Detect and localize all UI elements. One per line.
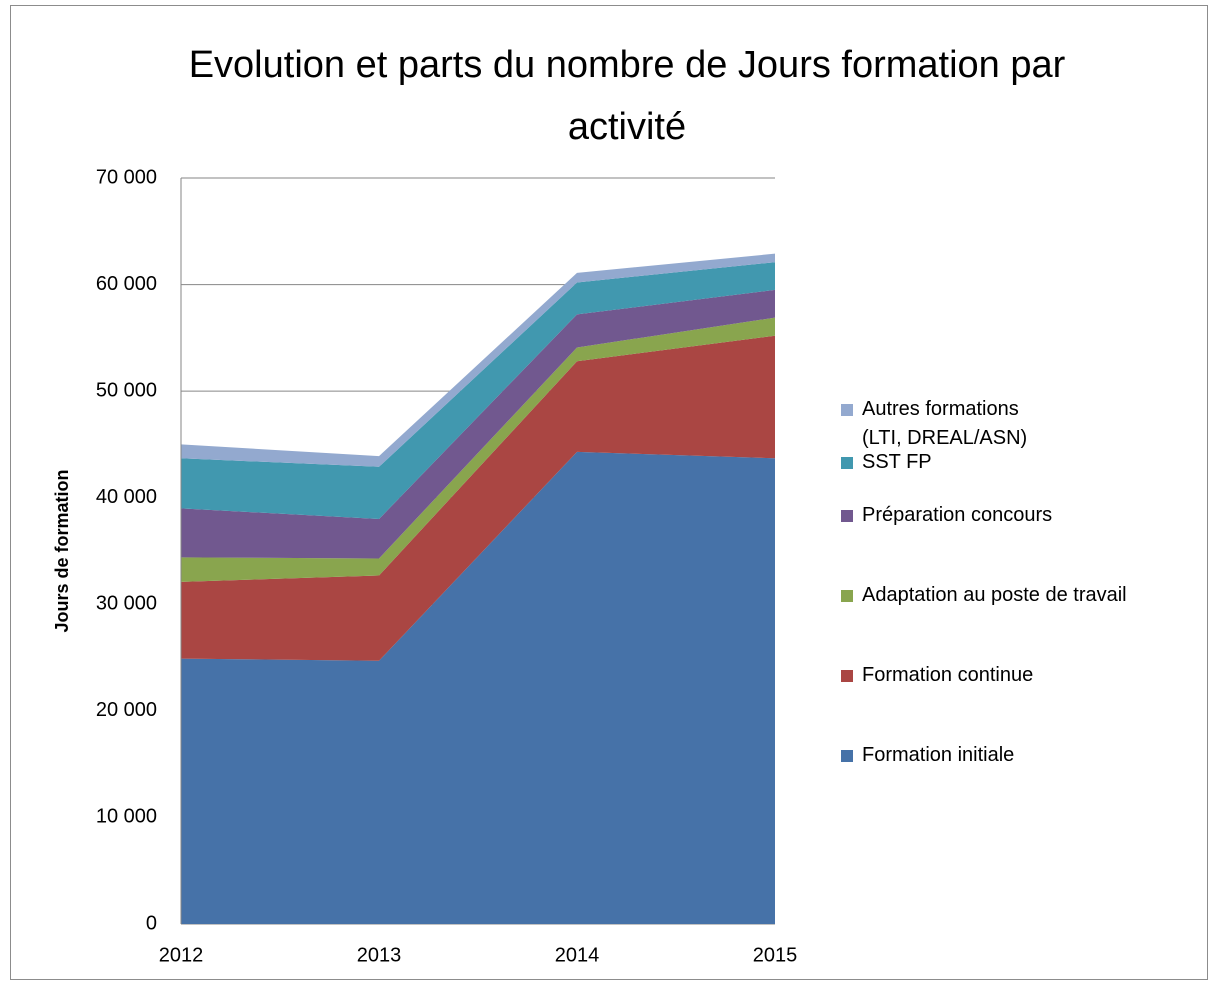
area: [181, 262, 775, 520]
legend-label: Préparation concours: [862, 504, 1053, 526]
legend-swatch: [841, 404, 853, 416]
y-tick-label: 40 000: [96, 486, 157, 508]
x-tick-label: 2013: [357, 944, 402, 966]
y-tick-label: 0: [146, 912, 157, 934]
chart-title: Evolution et parts du nombre de Jours fo…: [188, 44, 1066, 148]
legend-label: Autres formations (LTI, DREAL/ASN): [862, 398, 1028, 449]
chart-border: [10, 5, 1208, 980]
y-tick-label: 10 000: [96, 806, 157, 828]
area: [181, 451, 775, 924]
area: [181, 335, 775, 661]
legend-swatch: [841, 457, 853, 469]
y-tick-label: 70 000: [96, 166, 157, 188]
legend-label: SST FP: [862, 451, 932, 473]
area: [181, 289, 775, 559]
x-tick-label: 2015: [753, 944, 798, 966]
y-axis-label: Jours de formation: [52, 469, 72, 632]
legend-swatch: [841, 510, 853, 522]
legend-swatch: [841, 590, 853, 602]
y-tick-label: 60 000: [96, 273, 157, 295]
x-tick-label: 2014: [555, 944, 600, 966]
legend-label: Formation initiale: [862, 744, 1015, 766]
x-tick-label: 2012: [159, 944, 204, 966]
y-tick-label: 30 000: [96, 593, 157, 615]
legend-label: Adaptation au poste de travail: [862, 584, 1127, 606]
y-tick-label: 20 000: [96, 699, 157, 721]
legend-label: Formation continue: [862, 664, 1034, 686]
legend-swatch: [841, 750, 853, 762]
y-tick-label: 50 000: [96, 379, 157, 401]
legend-swatch: [841, 670, 853, 682]
